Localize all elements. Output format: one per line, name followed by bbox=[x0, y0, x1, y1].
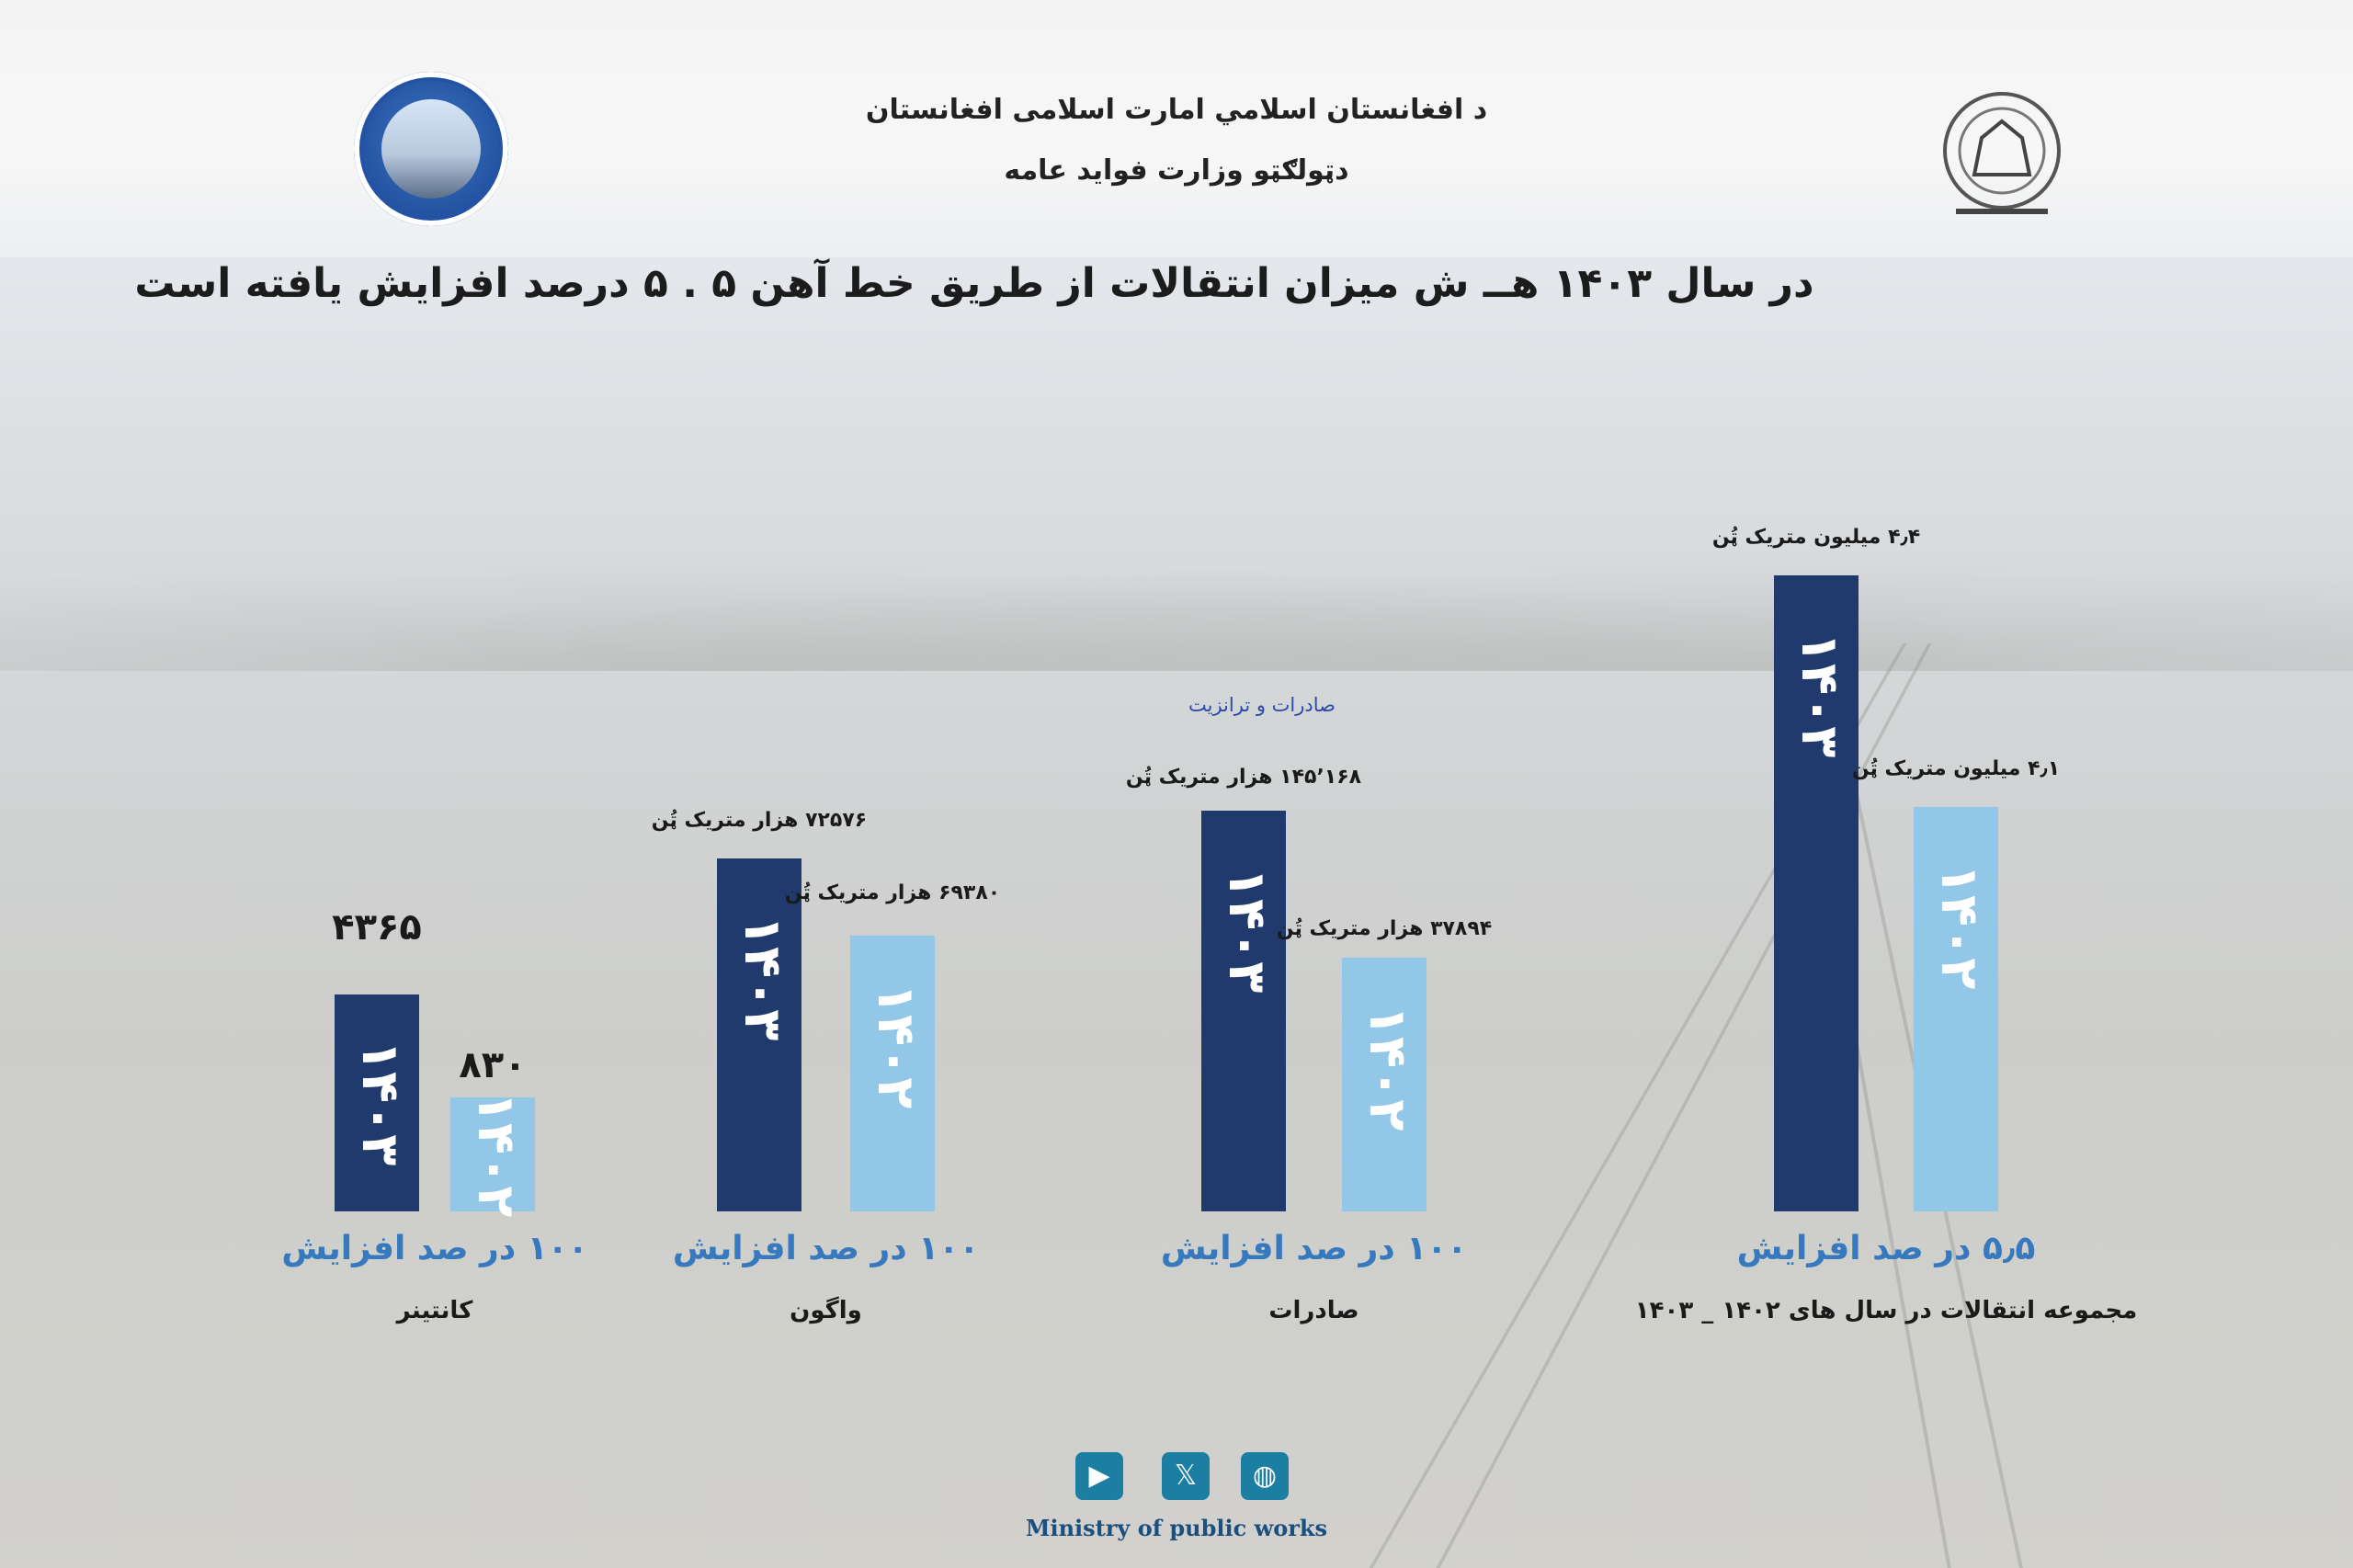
bar-year-label: ۱۴۰۲ bbox=[1929, 864, 1989, 990]
group-increase-label: ۵٫۵ در صد افزایش bbox=[1737, 1230, 2036, 1267]
bar-۱۴۰۳ bbox=[335, 994, 419, 1211]
group-subtitle: صادرات و ترانزیت bbox=[1188, 694, 1336, 716]
bar-value-label: ۱۴۵٬۱۶۸ هزار متریک ټُن bbox=[1126, 766, 1362, 789]
bar-۱۴۰۲ bbox=[1342, 958, 1427, 1211]
bar-year-label: ۱۴۰۳ bbox=[733, 915, 792, 1041]
background-hills bbox=[0, 542, 2353, 671]
bar-value-label: ۴٫۴ میلیون متریک ټُن bbox=[1712, 526, 1920, 549]
emirate-emblem-icon bbox=[1943, 92, 2061, 214]
header-banner: د افغانستان اسلامي امارت اسلامی افغانستا… bbox=[0, 0, 2353, 257]
header-line-2: دټولګټو وزارت فواید عامه bbox=[1004, 154, 1349, 187]
social-icons: ▶ 𝕏 ◍ bbox=[1075, 1452, 1296, 1507]
bar-value-label: ۴۳۶۵ bbox=[332, 906, 422, 949]
group-category-label: کانتینر bbox=[395, 1297, 474, 1324]
bar-value-label: ۴٫۱ میلیون متریک ټُن bbox=[1852, 757, 2060, 780]
page-title: در سال ۱۴۰۳ هــ ش میزان انتقالات از طریق… bbox=[134, 260, 1814, 307]
group-increase-label: ۱۰۰ در صد افزایش bbox=[281, 1230, 587, 1267]
bar-value-label: ۳۷۸۹۴ هزار متریک ټُن bbox=[1277, 917, 1492, 940]
bar-year-label: ۱۴۰۳ bbox=[1790, 632, 1849, 758]
bar-۱۴۰۲ bbox=[1914, 807, 1998, 1211]
group-category-label: مجموعه انتقالات در سال های ۱۴۰۲ _ ۱۴۰۳ bbox=[1635, 1297, 2138, 1324]
bar-۱۴۰۲ bbox=[850, 936, 935, 1211]
bar-value-label: ۶۹۳۸۰ هزار متریک ټُن bbox=[785, 881, 1000, 904]
ministry-logo bbox=[354, 72, 508, 226]
footer-ministry-name: Ministry of public works bbox=[1025, 1515, 1328, 1541]
bar-year-label: ۱۴۰۳ bbox=[1217, 868, 1277, 994]
group-category-label: صادرات bbox=[1268, 1297, 1358, 1324]
youtube-icon[interactable]: ▶ bbox=[1075, 1452, 1123, 1500]
bar-value-label: ۷۲۵۷۶ هزار متریک ټُن bbox=[652, 809, 867, 832]
bar-۱۴۰۲ bbox=[450, 1097, 535, 1211]
group-increase-label: ۱۰۰ در صد افزایش bbox=[673, 1230, 979, 1267]
bar-year-label: ۱۴۰۳ bbox=[350, 1040, 410, 1166]
globe-icon[interactable]: ◍ bbox=[1241, 1452, 1289, 1500]
bar-year-label: ۱۴۰۲ bbox=[466, 1092, 526, 1218]
bar-۱۴۰۳ bbox=[1201, 811, 1286, 1211]
bar-۱۴۰۳ bbox=[717, 858, 801, 1211]
x-twitter-icon[interactable]: 𝕏 bbox=[1162, 1452, 1210, 1500]
bar-۱۴۰۳ bbox=[1774, 575, 1859, 1211]
group-category-label: واگون bbox=[790, 1296, 862, 1324]
bar-year-label: ۱۴۰۲ bbox=[1358, 1006, 1417, 1131]
bar-value-label: ۸۳۰ bbox=[459, 1044, 526, 1086]
group-increase-label: ۱۰۰ در صد افزایش bbox=[1161, 1230, 1467, 1267]
bar-year-label: ۱۴۰۲ bbox=[866, 983, 926, 1109]
header-line-1: د افغانستان اسلامي امارت اسلامی افغانستا… bbox=[865, 94, 1488, 126]
